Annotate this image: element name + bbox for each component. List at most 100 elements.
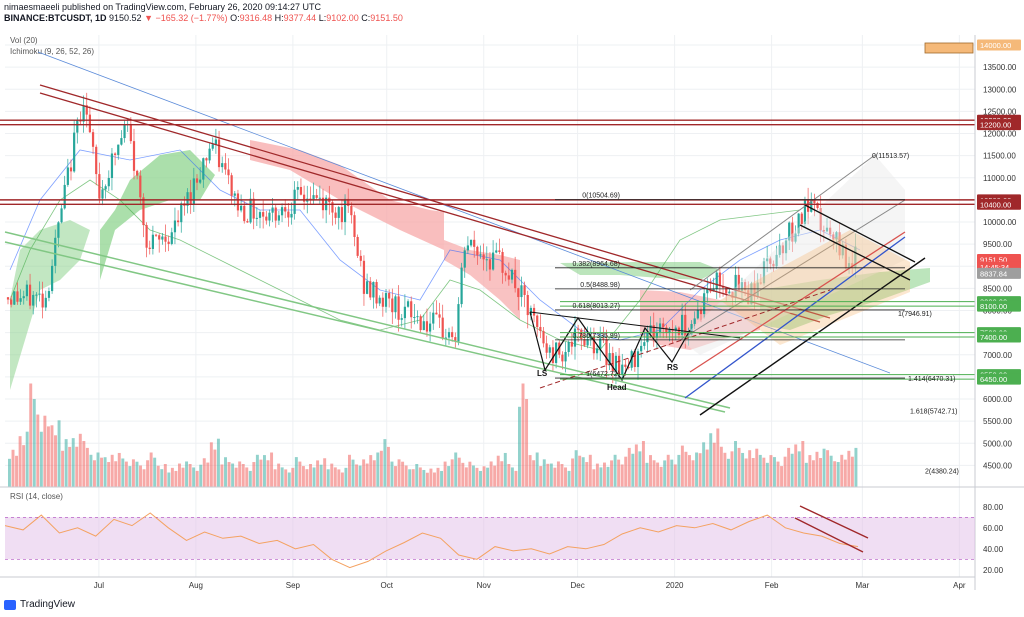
- candle-body: [98, 174, 101, 199]
- candle-body: [95, 146, 98, 175]
- volume-bar: [103, 457, 107, 487]
- candle-body: [123, 124, 126, 139]
- candle-body: [400, 318, 403, 320]
- candle-body: [369, 281, 372, 298]
- volume-bar: [574, 450, 578, 487]
- candle-body: [47, 291, 51, 298]
- candle-body: [425, 321, 429, 332]
- candle-body: [451, 332, 454, 338]
- candle-body: [422, 321, 425, 331]
- fib-retracement-label: 0.5(8488.98): [580, 282, 620, 289]
- candle-body: [469, 239, 473, 246]
- candle-body: [41, 293, 44, 308]
- volume-bar: [323, 458, 327, 487]
- candle-body: [271, 207, 274, 213]
- price-tag-label: 10400.00: [980, 200, 1011, 209]
- price-tick-label: 5000.00: [983, 439, 1012, 448]
- candle-body: [586, 338, 589, 346]
- candle-body: [6, 297, 10, 300]
- vol-indicator-label[interactable]: Vol (20): [10, 36, 38, 45]
- volume-bar: [677, 454, 681, 487]
- candle-body: [633, 351, 636, 368]
- volume-bar: [220, 464, 224, 487]
- candle-body: [457, 304, 460, 342]
- candle-body: [429, 323, 432, 332]
- volume-bar: [811, 460, 815, 487]
- candle-body: [696, 309, 699, 319]
- candle-body: [343, 198, 347, 223]
- volume-bar: [287, 472, 291, 487]
- volume-bar: [712, 442, 716, 487]
- volume-bar: [146, 460, 150, 487]
- candle-body: [567, 341, 570, 352]
- volume-bar: [291, 467, 295, 487]
- candle-body: [280, 207, 284, 216]
- price-tag-label: 6450.00: [980, 375, 1007, 384]
- volume-bar: [691, 460, 695, 487]
- volume-bar: [702, 442, 706, 487]
- candle-body: [766, 258, 769, 262]
- ichimoku-indicator-label[interactable]: Ichimoku (9, 26, 52, 26): [10, 47, 95, 56]
- volume-bar: [422, 469, 426, 487]
- candle-body: [403, 306, 406, 319]
- candle-body: [507, 275, 510, 280]
- price-tick-label: 10000.00: [983, 218, 1017, 227]
- candle-body: [10, 299, 13, 305]
- candle-body: [60, 208, 63, 223]
- candle-body: [482, 254, 485, 260]
- candle-body: [460, 267, 463, 305]
- top-right-box: [924, 42, 974, 54]
- candle-body: [227, 169, 230, 176]
- volume-bar: [836, 462, 840, 487]
- candle-body: [362, 260, 366, 294]
- candle-body: [662, 323, 665, 328]
- volume-bar: [765, 462, 769, 487]
- volume-bar: [471, 465, 475, 487]
- price-tag-box: [977, 198, 1021, 210]
- volume-bar: [854, 447, 858, 487]
- volume-bar: [783, 456, 787, 487]
- price-tick-label: 6000.00: [983, 395, 1012, 404]
- volume-bar: [773, 457, 776, 487]
- fib-orange-zone: [720, 230, 910, 345]
- candle-body: [684, 314, 687, 337]
- volume-bar: [224, 457, 227, 487]
- volume-bar: [178, 463, 181, 487]
- candle-body: [454, 337, 457, 342]
- price-tag-box: [977, 119, 1021, 131]
- rsi-indicator-label[interactable]: RSI (14, close): [10, 492, 63, 501]
- candle-body: [186, 192, 189, 206]
- candle-body: [356, 236, 359, 256]
- volume-bar: [163, 464, 167, 487]
- volume-bar: [216, 438, 220, 487]
- volume-bar: [46, 426, 50, 487]
- volume-bar: [755, 448, 759, 487]
- candle-body: [681, 314, 684, 335]
- time-tick-label: Oct: [381, 581, 394, 590]
- volume-bar: [117, 452, 121, 487]
- volume-bar: [475, 467, 479, 487]
- volume-bar: [709, 433, 713, 487]
- time-tick-label: Dec: [570, 581, 584, 590]
- candle-body: [788, 222, 791, 241]
- candle-body: [797, 213, 800, 234]
- candle-body: [649, 325, 652, 332]
- fib-extension-label: 1.618(5742.71): [910, 408, 957, 415]
- volume-bar: [507, 464, 511, 487]
- candle-body: [318, 197, 321, 199]
- candle-body: [312, 195, 315, 201]
- volume-bar: [326, 469, 330, 487]
- candle-body: [734, 274, 737, 298]
- tradingview-brand[interactable]: TradingView: [4, 599, 75, 610]
- volume-bar: [486, 467, 490, 487]
- volume-bar: [443, 461, 447, 487]
- candle-body: [32, 294, 35, 306]
- volume-bar: [610, 460, 614, 487]
- volume-bar: [447, 466, 451, 487]
- candle-body: [347, 198, 350, 206]
- volume-bar: [758, 454, 762, 487]
- volume-bar: [93, 460, 96, 487]
- candle-body: [526, 294, 529, 316]
- rsi-tick-label: 20.00: [983, 566, 1004, 575]
